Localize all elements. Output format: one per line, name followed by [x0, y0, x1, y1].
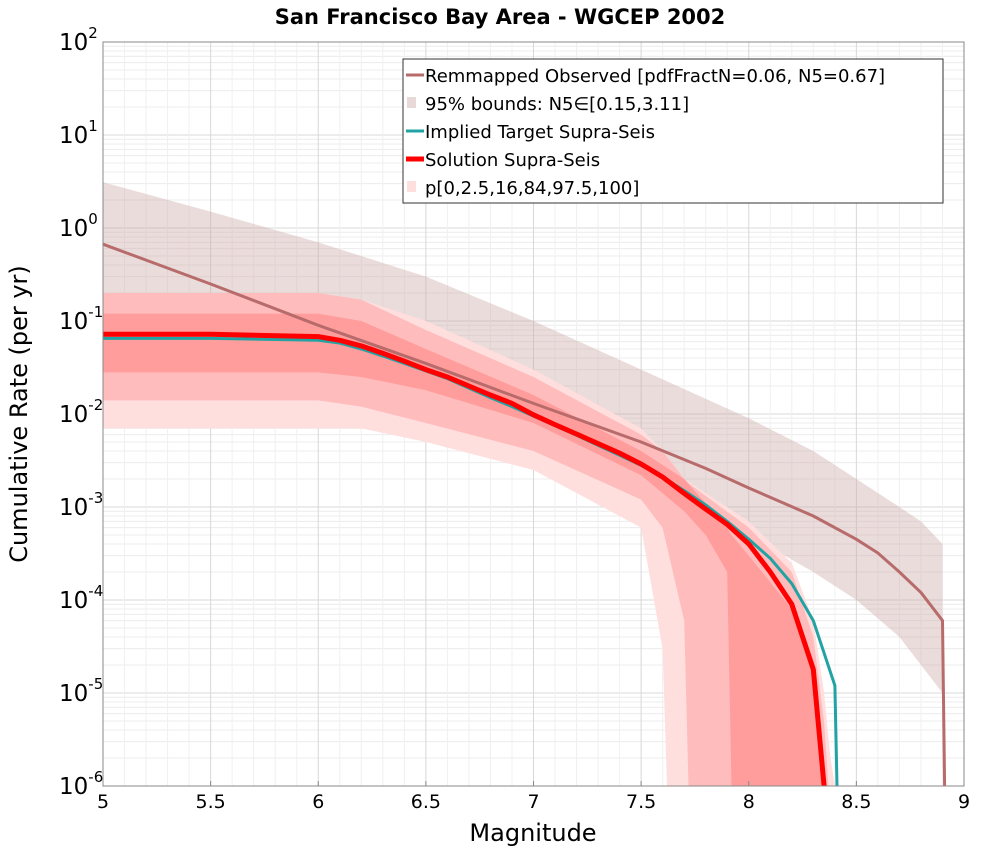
percentile-bands — [103, 182, 943, 786]
legend-swatch-patch — [407, 97, 416, 108]
x-tick-label: 7 — [527, 791, 539, 813]
legend-label: Implied Target Supra-Seis — [425, 122, 655, 143]
y-tick-label: 10-6 — [59, 768, 103, 800]
legend-label: Solution Supra-Seis — [425, 150, 600, 171]
series-line — [102, 242, 947, 787]
x-axis-label: Magnitude — [469, 819, 596, 847]
y-axis-ticks: 10-6 10-5 10-4 10-3 10-2 10-1 100 101 102 — [59, 24, 103, 800]
chart-title: San Francisco Bay Area - WGCEP 2002 — [275, 5, 726, 29]
band-area — [103, 293, 835, 786]
series-line — [103, 331, 827, 787]
y-tick-label: 10-2 — [59, 396, 103, 428]
y-tick-label: 10-1 — [59, 303, 103, 335]
legend-label: Remmapped Observed [pdfFractN=0.06, N5=0… — [425, 66, 885, 87]
x-tick-label: 5 — [97, 791, 109, 813]
legend-box — [402, 58, 944, 204]
y-tick-label: 101 — [59, 117, 98, 149]
x-tick-label: 5.5 — [196, 791, 226, 813]
y-tick-label: 10-4 — [59, 582, 103, 614]
x-tick-label: 7.5 — [626, 791, 656, 813]
legend-label: p[0,2.5,16,84,97.5,100] — [425, 178, 639, 199]
legend-swatch-patch — [407, 181, 416, 192]
x-tick-label: 8.5 — [841, 791, 871, 813]
x-axis-ticks: 5 5.5 6 6.5 7 7.5 8 8.5 9 — [97, 781, 970, 813]
x-tick-label: 6.5 — [411, 791, 441, 813]
y-tick-label: 10-5 — [59, 675, 103, 707]
x-tick-label: 6 — [312, 791, 324, 813]
y-tick-label: 100 — [59, 210, 98, 242]
y-tick-label: 102 — [59, 24, 98, 56]
x-tick-label: 8 — [743, 791, 755, 813]
band-area — [103, 313, 825, 786]
y-axis-label: Cumulative Rate (per yr) — [5, 265, 33, 563]
legend: Remmapped Observed [pdfFractN=0.06, N5=0… — [402, 58, 944, 204]
y-tick-label: 10-3 — [59, 489, 103, 521]
legend-label: 95% bounds: N5∈[0.15,3.11] — [425, 94, 689, 115]
series-lines — [102, 242, 947, 787]
x-tick-label: 9 — [958, 791, 970, 813]
